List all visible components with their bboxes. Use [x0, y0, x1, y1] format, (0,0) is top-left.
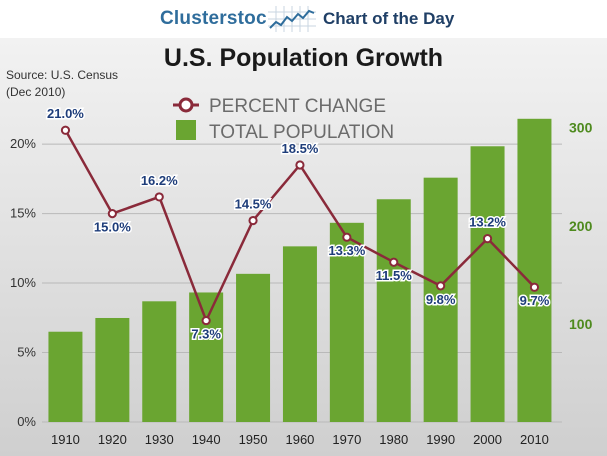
x-tick-label: 1940 [192, 432, 221, 447]
point-2000 [482, 234, 493, 244]
data-label-2000: 13.2% [469, 215, 506, 230]
point-1980 [389, 257, 399, 267]
x-tick-label: 2010 [520, 432, 549, 447]
x-tick-label: 2000 [473, 432, 502, 447]
source-line: Source: U.S. Census [6, 68, 119, 82]
data-label-1990: 9.8% [426, 292, 456, 307]
bar-2010 [517, 118, 552, 422]
right-tick-label: 300 [569, 120, 593, 136]
data-label-1980: 11.5% [376, 268, 413, 283]
x-tick-label: 1960 [285, 432, 314, 447]
point-1970 [342, 232, 352, 242]
data-label-1960: 18.5% [282, 141, 319, 156]
x-tick-label: 1920 [98, 432, 127, 447]
x-tick-label: 1970 [332, 432, 361, 447]
bar-1990 [423, 177, 458, 422]
legend-label-total-population: TOTAL POPULATION [209, 122, 394, 143]
x-tick-label: 1950 [239, 432, 268, 447]
x-tick-label: 1980 [379, 432, 408, 447]
data-label-2010: 9.7% [520, 293, 550, 308]
point-1910 [60, 125, 71, 135]
point-1990 [436, 281, 446, 291]
point-1920 [107, 208, 117, 219]
x-tick-label: 1990 [426, 432, 455, 447]
point-1960 [295, 160, 305, 170]
bar-1930 [142, 301, 177, 422]
chart-title: U.S. Population Growth [163, 44, 444, 72]
line-series: 21.0% 15.0% 16.2% 7.3% 14.5% 18.5% 13.3% 11.5% 9… [46, 105, 552, 343]
axes: 0% 5% 10% 15% 20% 100 200 300 1910 1920 1930 1940 19… [10, 120, 593, 447]
source-note: Source: U.S. Census (Dec 2010) [6, 67, 118, 101]
left-tick-label: 0% [17, 414, 36, 429]
bar-1970 [329, 222, 364, 422]
bar-1980 [376, 199, 411, 422]
point-2010 [529, 282, 540, 292]
legend-bar-swatch [176, 120, 196, 140]
point-1930 [154, 192, 164, 202]
right-tick-label: 200 [569, 218, 593, 234]
source-date: (Dec 2010) [6, 85, 66, 99]
left-tick-label: 15% [10, 206, 36, 221]
chart-of-the-day-label: Chart of the Day [323, 9, 455, 28]
data-label-1910: 21.0% [47, 106, 84, 121]
left-tick-label: 10% [10, 275, 36, 290]
bar-1940 [189, 292, 224, 422]
right-tick-label: 100 [569, 316, 593, 332]
left-tick-label: 20% [10, 136, 36, 151]
bar-1950 [236, 273, 271, 422]
header-bar: Clusterstock Chart of the Day [0, 0, 607, 38]
legend-marker-icon [178, 97, 194, 113]
data-label-1950: 14.5% [235, 197, 272, 212]
chart-logo-icon [268, 6, 316, 32]
legend-label-percent-change: PERCENT CHANGE [209, 96, 386, 117]
data-label-1930: 16.2% [141, 173, 178, 188]
bar-series [48, 118, 552, 423]
data-label-1970: 13.3% [328, 243, 365, 258]
bar-1920 [95, 317, 130, 422]
x-tick-label: 1930 [145, 432, 174, 447]
bar-1910 [48, 331, 83, 422]
point-1950 [248, 215, 258, 226]
bar-2000 [470, 146, 505, 423]
data-label-1920: 15.0% [94, 220, 131, 235]
brand-name: Clusterstock [160, 8, 278, 29]
point-1940 [201, 315, 211, 326]
data-label-1940: 7.3% [191, 327, 221, 342]
bar-1960 [282, 246, 317, 422]
x-tick-label: 1910 [51, 432, 80, 447]
left-tick-label: 5% [17, 345, 36, 360]
legend: PERCENT CHANGE TOTAL POPULATION [173, 96, 394, 143]
